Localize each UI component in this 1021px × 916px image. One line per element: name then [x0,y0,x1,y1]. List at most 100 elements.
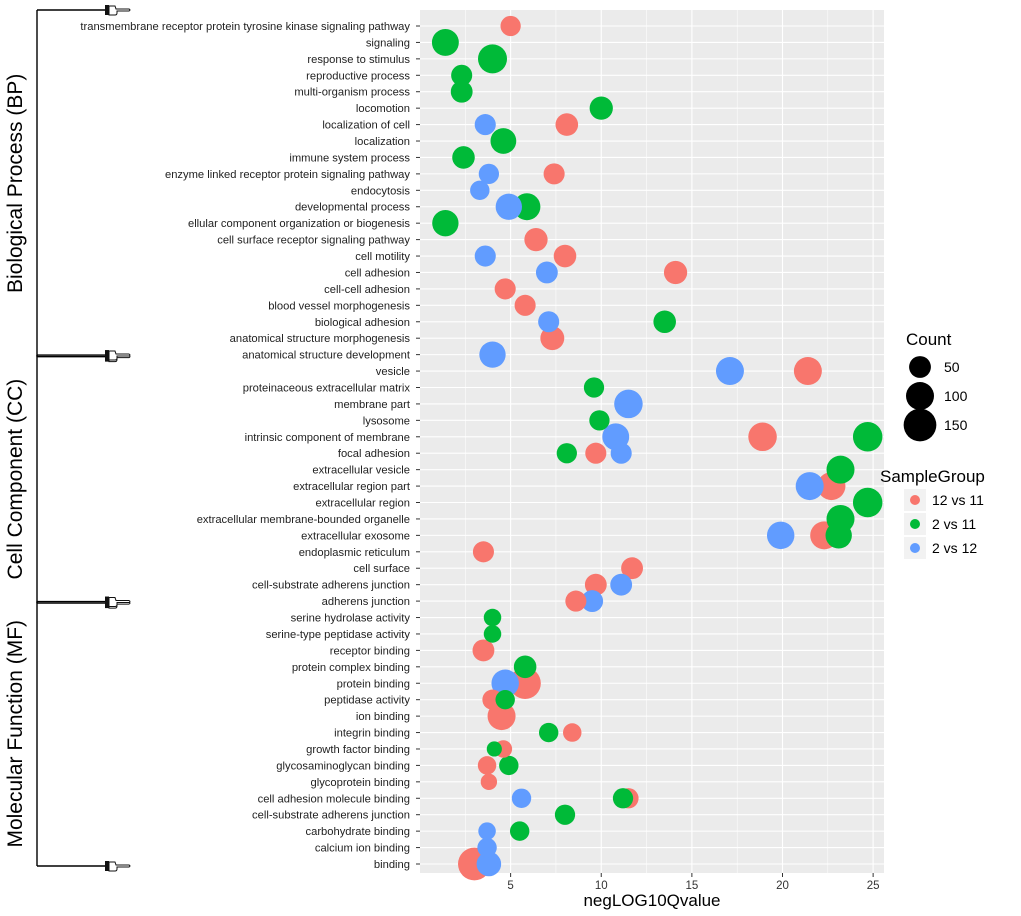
point-12-vs-11 [509,667,541,699]
samplegroup-legend-key [910,519,920,529]
pointing-hand-icon [105,596,131,608]
point-2-vs-12 [474,114,496,136]
pointing-hand-icon [105,5,131,16]
category-label: protein complex binding [292,662,410,674]
point-2-vs-11 [612,788,634,809]
category-label: serine-type peptidase activity [266,629,411,641]
x-tick-label: 25 [867,880,880,892]
point-2-vs-11 [452,146,475,169]
point-2-vs-12 [511,788,532,808]
point-2-vs-12 [715,357,744,386]
x-tick-label: 5 [507,880,513,892]
point-12-vs-11 [793,357,822,386]
category-label: anatomical structure morphogenesis [230,333,411,345]
category-label: calcium ion binding [315,843,410,855]
category-label: transmembrane receptor protein tyrosine … [80,21,410,33]
point-2-vs-11 [486,741,502,757]
category-label: cell-cell adhesion [324,284,410,296]
pointing-hand-icon [105,350,131,361]
group-label: Biological Process (BP) [4,74,27,293]
category-label: localization [355,136,410,148]
point-2-vs-12 [477,837,497,858]
point-2-vs-12 [476,851,502,877]
point-2-vs-12 [491,669,519,697]
point-2-vs-12 [479,341,506,368]
category-label: integrin binding [334,728,410,740]
point-2-vs-12 [495,193,522,220]
point-2-vs-11 [513,655,537,679]
point-12-vs-11 [555,113,579,136]
point-2-vs-12 [766,521,795,550]
point-12-vs-11 [477,756,497,775]
point-2-vs-11 [490,128,517,154]
point-2-vs-12 [478,822,496,840]
category-label: cell motility [355,251,410,263]
samplegroup-legend-label: 2 vs 11 [932,516,976,532]
point-2-vs-11 [499,755,519,776]
category-labels: transmembrane receptor protein tyrosine … [80,21,420,871]
category-label: extracellular vesicle [312,465,410,477]
point-2-vs-11 [483,608,502,627]
count-legend-label: 150 [944,417,968,433]
data-points [431,15,883,881]
point-12-vs-11 [514,294,536,316]
category-label: extracellular region [315,498,410,510]
point-2-vs-12 [474,245,496,267]
point-2-vs-12 [795,472,824,501]
point-2-vs-12 [470,180,490,201]
category-label: cell adhesion molecule binding [258,793,410,805]
category-label: receptor binding [330,645,410,657]
category-label: vesicle [376,366,410,378]
category-label: locomotion [356,103,410,115]
count-legend: Count 50 100 150 [903,330,968,442]
point-12-vs-11 [553,244,577,268]
category-label: ellular component organization or biogen… [188,218,410,230]
category-label: intrinsic component of membrane [245,432,410,444]
category-label: proteinaceous extracellular matrix [243,382,411,394]
point-12-vs-11 [562,723,582,742]
point-2-vs-11 [431,28,459,56]
category-label: protein binding [337,678,410,690]
pointing-hand-cuff [105,350,109,361]
point-12-vs-11 [494,278,516,300]
category-label: ion binding [356,711,410,723]
point-12-vs-11 [500,15,521,37]
category-label: growth factor binding [306,744,410,756]
pointing-hand-cuff [105,861,109,871]
count-legend-key [906,382,934,410]
count-legend-label: 100 [944,388,968,404]
group-brackets: Biological Process (BP) Cell Component (C… [4,5,131,872]
point-2-vs-11 [556,443,577,464]
point-2-vs-11 [826,455,855,484]
point-12-vs-11 [524,227,548,252]
point-2-vs-11 [852,487,883,518]
category-label: blood vessel morphogenesis [268,300,410,312]
point-2-vs-12 [581,590,604,613]
group-label: Molecular Function (MF) [4,620,27,848]
category-label: cell-substrate adherens junction [252,580,410,592]
x-axis-label: negLOG10Qvalue [583,891,720,910]
category-label: extracellular region part [293,481,411,493]
category-label: peptidase activity [324,695,410,707]
point-2-vs-12 [610,573,633,596]
point-2-vs-11 [852,422,883,452]
category-label: adherens junction [322,596,410,608]
x-tick-label: 10 [595,880,608,892]
point-12-vs-11 [565,590,587,612]
category-label: signaling [366,37,410,49]
point-2-vs-11 [825,522,852,549]
point-2-vs-11 [451,64,473,86]
category-label: multi-organism process [294,87,410,99]
point-12-vs-11 [663,260,688,285]
category-label: immune system process [289,152,410,164]
pointing-hand-finger [108,597,131,608]
category-label: serine hydrolase activity [291,613,411,625]
point-12-vs-11 [543,163,565,185]
point-2-vs-12 [535,261,558,284]
samplegroup-legend-key [910,495,920,505]
group-label: Cell Component (CC) [4,379,27,580]
point-12-vs-11 [472,541,494,563]
category-label: glycosaminoglycan binding [276,760,410,772]
x-tick-label: 15 [685,880,698,892]
